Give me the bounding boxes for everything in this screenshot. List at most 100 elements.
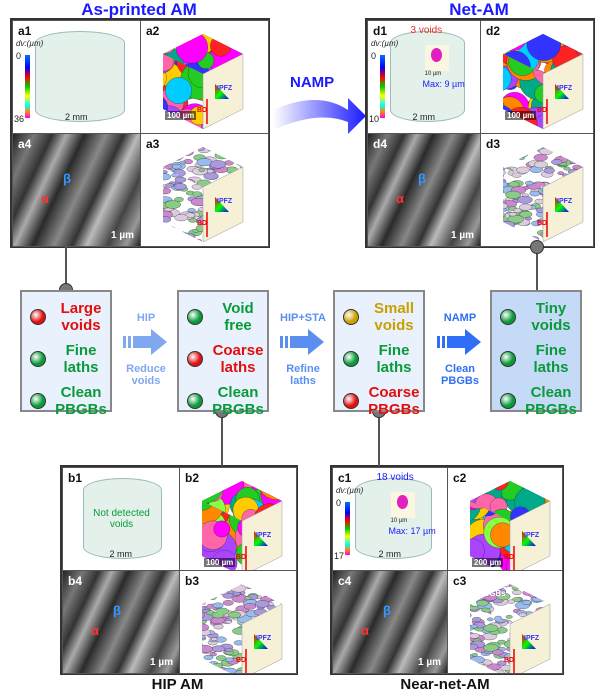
colorbar-min: 0 (371, 51, 377, 61)
subpanel-a1: a1 2 mm dv:(µm) 0 36 (12, 20, 141, 134)
title-as-printed: As-printed AM (81, 0, 197, 19)
subpanel-label: c3 (453, 574, 467, 588)
cube-scale-bar: 100 µm (505, 111, 537, 120)
subpanel-label: a4 (18, 137, 32, 151)
status-row: Clean PBGBs (30, 384, 110, 418)
build-direction-label: BD (537, 220, 548, 227)
status-row: Small voids (343, 300, 423, 334)
cube-scale-bar: 100 µm (204, 558, 236, 567)
colorbar-max: 17 (334, 551, 345, 561)
subpanel-b2: b2 IPFZ BD 100 µm (179, 467, 297, 571)
subpanel-a2: a2 IPFZ BD 100 µm (140, 20, 269, 134)
subpanel-label: a3 (146, 137, 160, 151)
void-icon (396, 495, 408, 509)
alpha-label: α (91, 622, 99, 638)
subpanel-c2: c2 IPFZ BD 200 µm (447, 467, 563, 571)
ebsd-cube (163, 34, 244, 130)
status-green-icon (187, 309, 203, 325)
status-text: Large voids (60, 300, 102, 334)
inset-scale: 10 µm (424, 71, 442, 77)
process-effect: Clean PBGBs (441, 363, 479, 387)
colorbar-max: 36 (14, 114, 25, 124)
status-text: Fine laths (533, 342, 569, 376)
process-name: HIP (136, 312, 156, 324)
subpanel-d2: d2 IPFZ BD 100 µm (480, 20, 594, 134)
pbgbs-label: PBGBs (478, 589, 506, 598)
process-effect: Reduce voids (126, 363, 166, 387)
status-green-icon (343, 351, 359, 367)
status-row: Clean PBGBs (500, 384, 580, 418)
summary-box: Large voids Fine laths Clean PBGBs (20, 290, 112, 418)
specimen-cylinder (83, 478, 162, 559)
status-text: Fine laths (376, 342, 412, 376)
ipf-label: IPFZ (217, 198, 233, 205)
status-text: Small voids (373, 300, 415, 334)
build-direction-label: BD (236, 554, 247, 561)
subpanel-a4: a4 α β 1 µm (12, 133, 141, 247)
panel-near-net-am: c1 2 mm dv:(µm) 0 17 18 voids 10 µm Max: 17 µm c… (330, 465, 564, 675)
connector (536, 246, 538, 290)
subpanel-label: d2 (486, 24, 501, 38)
sem-scale-bar: 1 µm (418, 657, 441, 668)
ipf-label: IPFZ (217, 85, 233, 92)
subpanel-b3: b3 IPFZ BD (179, 570, 297, 674)
status-green-icon (500, 393, 516, 409)
status-text: Coarse laths (212, 342, 264, 376)
namp-label: NAMP (290, 74, 335, 91)
summary-box: Void free Coarse laths Clean PBGBs (177, 290, 269, 418)
connector (221, 410, 223, 466)
status-red-icon (343, 393, 359, 409)
ebsd-cube (470, 481, 551, 570)
dimension-label: 2 mm (412, 112, 436, 122)
subpanel-b4: b4 α β 1 µm (62, 570, 180, 674)
subpanel-d3: d3 IPFZ BD (480, 133, 594, 247)
ipf-label: IPFZ (524, 532, 540, 539)
subpanel-label: a2 (146, 24, 160, 38)
status-row: Large voids (30, 300, 110, 334)
process-arrow-icon (437, 329, 481, 355)
beta-label: β (383, 602, 391, 618)
status-text: Tiny voids (531, 300, 571, 334)
subpanel-d1: d1 2 mm dv:(µm) 0 10 3 voids 10 µm Max: 9 µm (367, 20, 481, 134)
status-row: Fine laths (343, 342, 423, 376)
void-inset (424, 45, 449, 71)
void-count: 18 voids (376, 472, 414, 483)
process-step: HIP Reduce voids (111, 312, 181, 387)
status-text: Clean PBGBs (55, 384, 107, 418)
status-text: Coarse PBGBs (368, 384, 420, 418)
status-text: Clean PBGBs (212, 384, 264, 418)
void-inset (390, 492, 415, 518)
subpanel-b1: b1 2 mm Not detected voids (62, 467, 180, 571)
ipf-label: IPFZ (256, 532, 272, 539)
status-row: Clean PBGBs (187, 384, 267, 418)
dimension-label: 2 mm (65, 112, 88, 122)
status-row: Coarse PBGBs (343, 384, 423, 418)
connector (65, 246, 67, 290)
title-near-net-am: Near-net-AM (400, 676, 490, 693)
connector-knob (530, 240, 544, 254)
status-green-icon (500, 309, 516, 325)
void-count: 3 voids (410, 25, 443, 36)
beta-label: β (63, 170, 71, 186)
subpanel-label: c2 (453, 471, 467, 485)
status-row: Fine laths (500, 342, 580, 376)
subpanel-label: c1 (338, 471, 352, 485)
colorbar-min: 0 (336, 498, 342, 508)
subpanel-c3: c3 IPFZ BD PBGBs (447, 570, 563, 674)
ebsd-cube-beta (503, 147, 584, 243)
process-name: NAMP (443, 312, 477, 324)
status-text: Clean PBGBs (525, 384, 577, 418)
process-arrow-icon (123, 329, 167, 355)
subpanel-label: b2 (185, 471, 200, 485)
colorbar-title: dv:(µm) (371, 39, 399, 48)
cube-scale-bar: 200 µm (472, 558, 504, 567)
subpanel-label: c4 (338, 574, 352, 588)
status-green-icon (30, 393, 46, 409)
ebsd-cube-beta (470, 584, 551, 673)
ipf-label: IPFZ (557, 85, 573, 92)
colorbar-max: 10 (369, 114, 380, 124)
sem-scale-bar: 1 µm (451, 230, 474, 241)
subpanel-label: d3 (486, 137, 501, 151)
dimension-label: 2 mm (378, 549, 402, 559)
